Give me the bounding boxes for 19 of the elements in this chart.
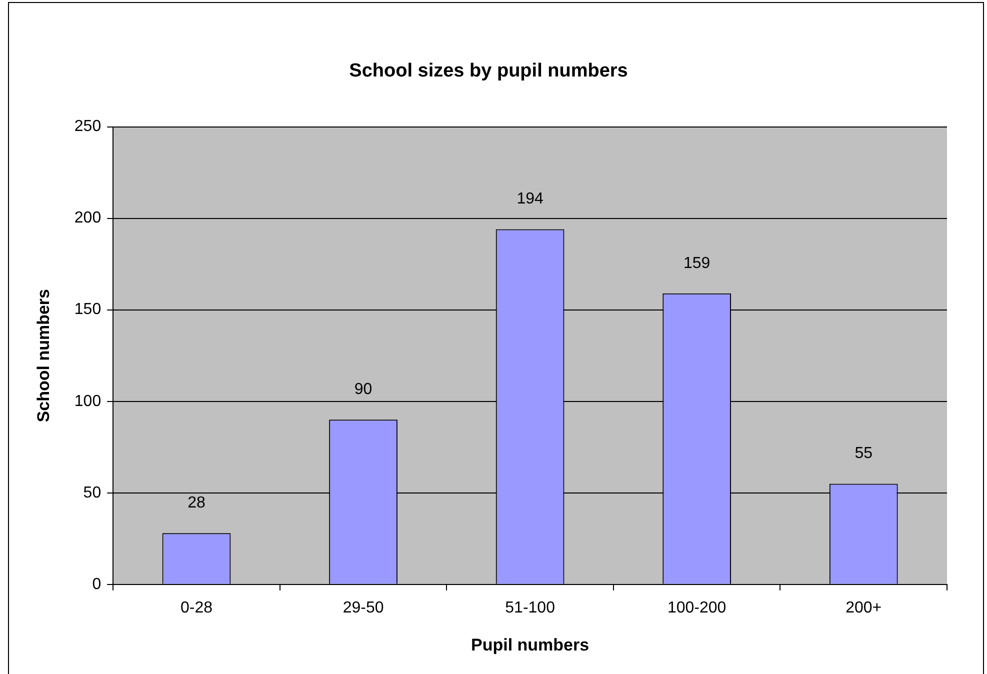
x-tick-label: 51-100 [505, 599, 556, 616]
y-tick-label: 200 [74, 210, 102, 227]
x-tick-label: 200+ [846, 599, 882, 616]
x-tick-label: 100-200 [667, 599, 726, 616]
data-label: 159 [683, 254, 710, 272]
chart-title: School sizes by pupil numbers [349, 60, 628, 82]
x-axis-title: Pupil numbers [471, 635, 590, 654]
y-tick-label: 0 [92, 576, 102, 593]
data-label: 90 [354, 381, 372, 398]
y-tick-label: 250 [74, 118, 102, 136]
x-tick-label: 0-28 [180, 599, 213, 616]
y-tick-label: 100 [74, 392, 102, 410]
y-tick-label: 150 [74, 301, 102, 318]
y-tick-label: 50 [83, 484, 102, 502]
data-label: 194 [516, 190, 544, 208]
y-axis-title: School numbers [34, 289, 53, 422]
data-label: 28 [188, 494, 206, 512]
x-tick-label: 29-50 [342, 599, 384, 616]
data-label: 55 [854, 445, 873, 462]
